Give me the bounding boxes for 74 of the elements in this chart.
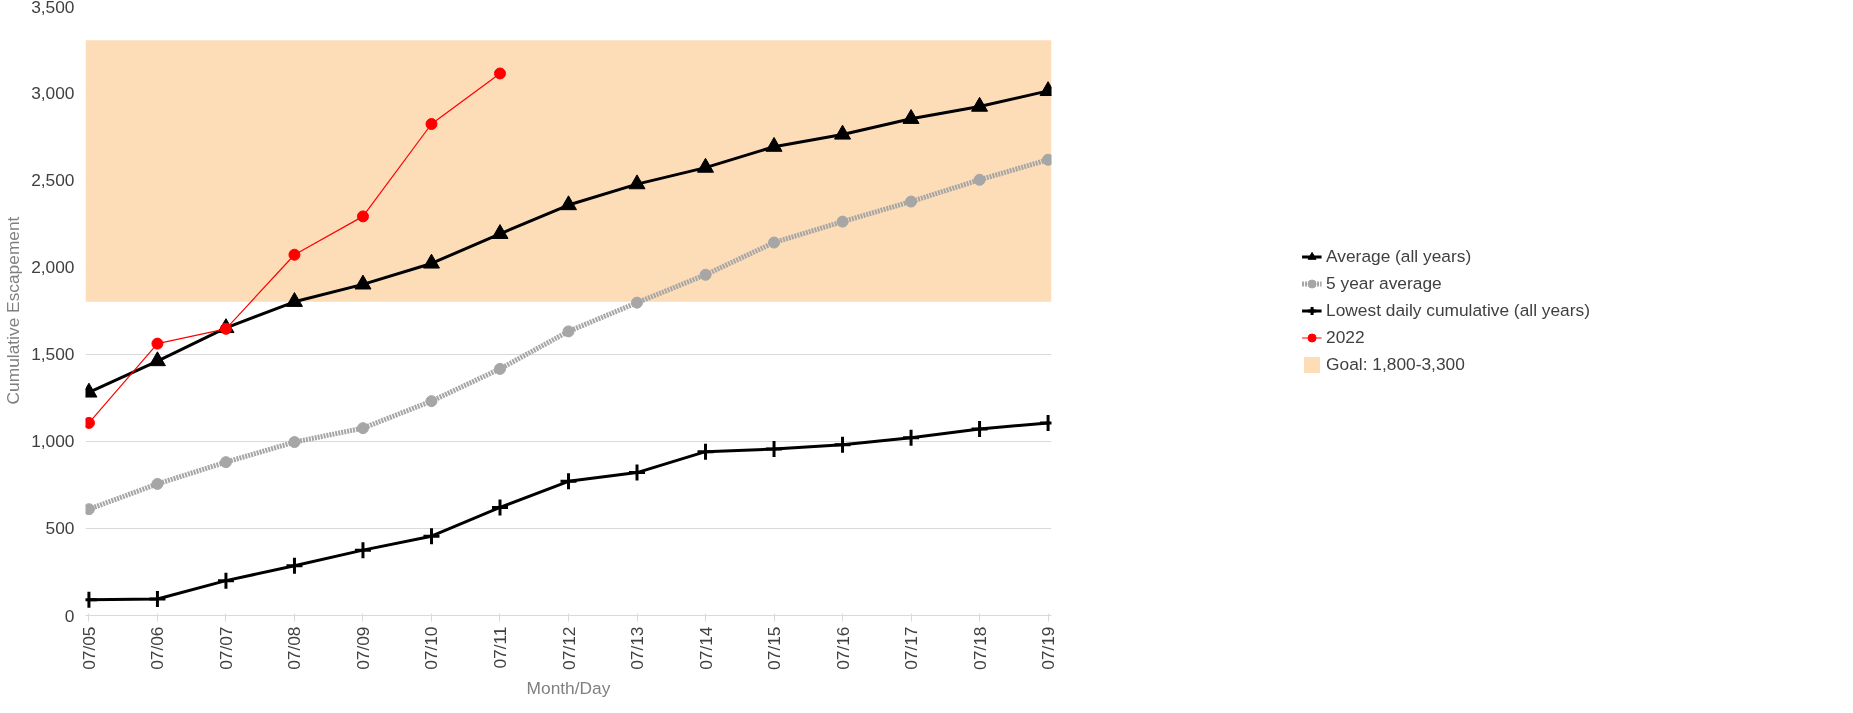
point <box>219 456 232 469</box>
point <box>353 540 373 560</box>
x-tick-label: 07/19 <box>1038 626 1059 670</box>
x-tick-label: 07/18 <box>969 626 990 670</box>
point <box>425 118 438 130</box>
x-tick-label: 07/08 <box>284 626 305 670</box>
point <box>628 174 646 190</box>
point <box>216 571 236 591</box>
point <box>285 292 303 307</box>
x-tick-label: 07/11 <box>489 626 510 669</box>
point <box>288 436 301 449</box>
point <box>836 215 849 228</box>
x-axis-title: Month/Day <box>526 677 611 698</box>
point <box>493 67 506 80</box>
point <box>971 96 989 112</box>
y-tick-label: 3,000 <box>31 82 75 103</box>
point <box>219 322 232 335</box>
y-tick-label: 500 <box>45 518 75 539</box>
x-tick-label: 07/06 <box>147 626 168 670</box>
point <box>699 268 712 281</box>
point <box>768 236 781 249</box>
legend-label: 5 year average <box>1326 272 1442 294</box>
point <box>493 362 506 375</box>
point <box>425 395 438 408</box>
x-tick-label: 07/15 <box>764 626 785 670</box>
point <box>148 351 166 367</box>
point <box>834 124 852 140</box>
point <box>833 435 853 455</box>
point <box>905 195 918 208</box>
x-tick-label: 07/09 <box>352 626 373 670</box>
point <box>354 274 372 290</box>
x-tick-label: 07/10 <box>421 626 442 670</box>
point <box>697 157 715 173</box>
y-tick-label: 1,000 <box>31 431 75 452</box>
y-tick-label: 1,500 <box>31 344 75 365</box>
point <box>631 296 644 309</box>
point <box>356 210 369 223</box>
point <box>422 253 440 269</box>
point <box>560 195 577 211</box>
point <box>970 419 990 439</box>
y-tick-label: 3,500 <box>31 0 75 17</box>
y-axis-title: Cumulative Escapement <box>3 216 24 405</box>
point <box>696 442 716 462</box>
point <box>562 325 575 338</box>
point <box>147 589 167 609</box>
legend-label: Average (all years) <box>1326 245 1472 267</box>
point <box>627 463 647 483</box>
point <box>902 109 920 124</box>
x-tick-label: 07/12 <box>558 626 579 670</box>
legend-label: Goal: 1,800-3,300 <box>1326 353 1465 375</box>
point <box>151 337 164 350</box>
point <box>765 136 783 152</box>
y-tick-label: 2,500 <box>31 169 75 190</box>
point <box>288 248 301 261</box>
point <box>490 497 510 517</box>
point <box>559 471 578 491</box>
point <box>151 477 164 490</box>
x-tick-label: 07/17 <box>901 626 922 670</box>
y-tick-label: 2,000 <box>31 256 75 277</box>
x-tick-label: 07/16 <box>832 626 853 670</box>
x-tick-label: 07/14 <box>695 626 716 670</box>
legend-label: 2022 <box>1326 326 1365 348</box>
x-tick-label: 07/13 <box>627 626 648 670</box>
x-tick-label: 07/05 <box>78 626 99 670</box>
point <box>764 439 784 459</box>
point <box>973 173 986 186</box>
point <box>356 422 369 435</box>
point <box>491 224 509 239</box>
point <box>284 556 304 576</box>
y-tick-label: 0 <box>64 605 75 626</box>
legend-label: Lowest daily cumulative (all years) <box>1326 299 1590 321</box>
x-tick-label: 07/07 <box>215 626 236 670</box>
point <box>901 428 921 448</box>
point <box>421 526 441 546</box>
